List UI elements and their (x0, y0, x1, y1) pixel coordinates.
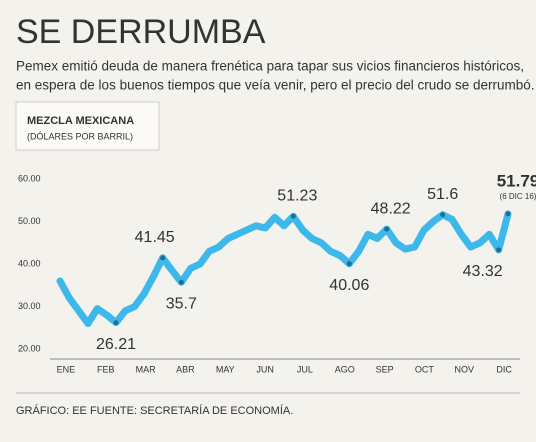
annotation: 26.21 (96, 336, 136, 353)
y-tick-label: 60.00 (18, 173, 41, 183)
x-tick-label: JUN (256, 364, 274, 374)
series-title: MEZCLA MEXICANA (27, 115, 134, 127)
y-tick-label: 30.00 (18, 301, 41, 311)
point (440, 212, 446, 218)
x-tick-label: ABR (176, 364, 195, 374)
unit-label: (DÓLARES POR BARRIL) (27, 131, 133, 141)
chart-title: SE DERRUMBA (16, 13, 266, 51)
x-tick-label: ENE (57, 364, 76, 374)
x-tick-label: MAY (216, 364, 235, 374)
footer: GRÁFICO: EE FUENTE: SECRETARÍA DE ECONOM… (16, 404, 293, 417)
x-tick-label: SEP (376, 364, 394, 374)
y-tick-label: 40.00 (18, 258, 41, 268)
point (505, 211, 511, 217)
annotation: 48.22 (371, 200, 411, 217)
annotation-date: (6 DIC 16) (500, 192, 536, 201)
point (178, 279, 184, 285)
label-box (15, 101, 160, 151)
x-tick-label: DIC (496, 364, 512, 374)
x-tick-label: JUL (297, 364, 313, 374)
annotation: 40.06 (329, 277, 369, 294)
annotation: 51.6 (427, 186, 458, 203)
point (290, 213, 296, 219)
point (384, 226, 390, 232)
annotation: 35.7 (166, 295, 197, 312)
annotation: 41.45 (135, 229, 175, 246)
subtitle: Pemex emitió deuda de manera frenética p… (16, 59, 524, 74)
point (496, 247, 502, 253)
annotation: 51.23 (277, 187, 317, 204)
point (113, 320, 119, 326)
subtitle: en espera de los buenos tiempos que veía… (16, 78, 535, 93)
annotation: 51.79 (497, 171, 536, 190)
y-tick-label: 50.00 (18, 216, 41, 226)
y-tick-label: 20.00 (18, 343, 41, 353)
point (346, 261, 352, 267)
price-line (56, 210, 512, 327)
x-tick-label: OCT (415, 364, 435, 374)
x-tick-label: NOV (454, 364, 474, 374)
point (160, 255, 166, 261)
x-tick-label: MAR (136, 364, 157, 374)
x-tick-label: AGO (335, 364, 355, 374)
x-tick-label: FEB (97, 364, 115, 374)
annotation: 43.32 (463, 263, 503, 280)
